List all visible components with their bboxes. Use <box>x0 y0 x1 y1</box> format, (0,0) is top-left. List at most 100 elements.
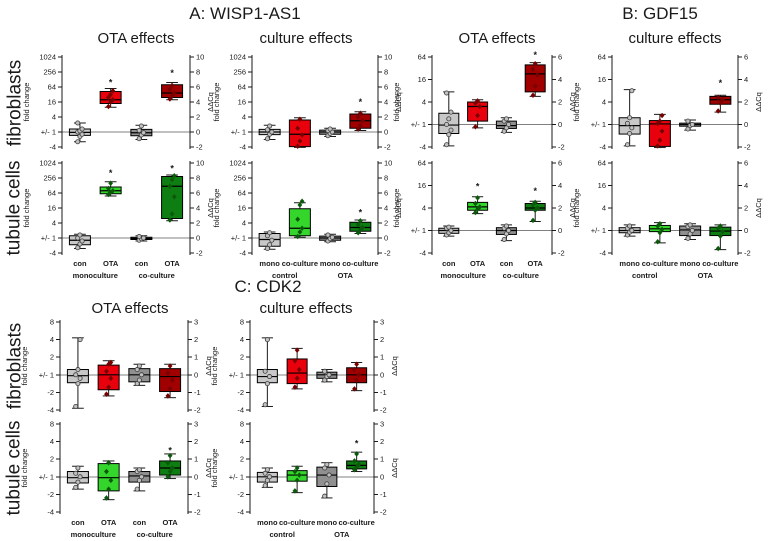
data-point <box>354 451 360 457</box>
x-category-label: OTA <box>164 259 180 268</box>
fold-tick-label: +/- 1 <box>39 370 54 379</box>
data-point <box>136 233 142 239</box>
cq-tick-label: 10 <box>384 53 392 62</box>
data-point <box>501 236 507 242</box>
fold-tick-label: 4 <box>50 335 54 344</box>
data-point <box>136 467 142 473</box>
data-point <box>446 132 452 138</box>
cq-tick-label: 0 <box>384 234 388 243</box>
fold-change-axis-label: fold change <box>572 83 581 122</box>
fold-change-axis-label: fold change <box>210 347 219 386</box>
x-category-label: mono <box>259 259 280 268</box>
cq-tick-label: -2 <box>196 143 203 152</box>
cq-tick-label: -2 <box>194 508 201 517</box>
data-point <box>530 217 536 224</box>
data-point <box>167 363 173 369</box>
data-point <box>324 461 330 467</box>
fold-tick-label: 8 <box>50 318 54 327</box>
box-OTA-monoculture <box>467 98 489 130</box>
data-point <box>503 223 509 229</box>
cq-tick-label: 2 <box>380 437 384 446</box>
cq-tick-label: 4 <box>384 98 388 107</box>
data-point <box>687 222 693 228</box>
data-point <box>627 115 633 121</box>
x-category-label: con <box>442 259 456 268</box>
cq-tick-label: 6 <box>744 159 748 168</box>
x-category-label: mono <box>680 259 701 268</box>
data-point <box>167 86 173 93</box>
cq-tick-label: 4 <box>196 204 200 213</box>
data-point <box>659 128 665 135</box>
data-point <box>79 238 85 244</box>
data-point <box>264 245 270 251</box>
box-co-culture-control <box>288 198 311 240</box>
data-point <box>264 477 270 483</box>
ddcq-axis-label: ΔΔCq <box>206 198 215 218</box>
data-point <box>136 377 142 383</box>
fold-tick-label: 1024 <box>39 53 56 62</box>
data-point <box>357 217 363 224</box>
data-point <box>503 125 509 131</box>
fold-tick-label: -4 <box>237 508 244 517</box>
data-point <box>139 372 145 378</box>
data-point <box>446 224 452 230</box>
data-point <box>297 202 303 208</box>
data-point <box>75 465 81 471</box>
data-point <box>108 91 114 98</box>
data-point <box>657 229 663 236</box>
fold-tick-label: 8 <box>50 420 54 429</box>
data-point <box>106 486 112 492</box>
data-point <box>506 122 512 128</box>
box-mono-control <box>618 223 641 238</box>
data-point <box>657 137 663 144</box>
data-point <box>322 465 328 471</box>
data-point <box>104 391 109 397</box>
fold-tick-label: +/- 1 <box>41 234 56 243</box>
data-point <box>720 228 725 235</box>
data-point <box>448 227 454 233</box>
data-point <box>165 459 171 466</box>
fold-tick-label: 16 <box>48 204 56 213</box>
data-point <box>73 470 79 476</box>
cq-tick-label: 3 <box>194 420 198 429</box>
box-OTA-monoculture: * <box>99 168 122 198</box>
data-point <box>322 368 328 374</box>
data-point <box>299 225 305 232</box>
x-category-label: co-culture <box>342 259 378 268</box>
data-point <box>299 198 305 205</box>
box-co-culture-control <box>648 112 671 149</box>
x-group-label: monoculture <box>440 271 485 280</box>
fold-change-axis-label: fold change <box>392 189 401 228</box>
cq-tick-label: -2 <box>558 143 565 152</box>
fold-tick-label: -4 <box>237 406 244 415</box>
fold-tick-label: +/- 1 <box>411 120 426 129</box>
data-point <box>477 204 483 210</box>
cq-tick-label: -1 <box>380 490 387 499</box>
x-category-label: co-culture <box>279 518 315 527</box>
data-point <box>108 375 114 382</box>
data-point <box>357 122 363 129</box>
data-point <box>294 347 300 353</box>
panel-c-title: C: CDK2 <box>234 277 302 296</box>
data-point <box>264 337 270 343</box>
panel-a-title: A: WISP1-AS1 <box>189 4 301 23</box>
data-point <box>717 233 723 239</box>
subplot-B-fibroblasts-culture: 64 6 16 4 4 2 +/- 1 0 -4 -2 fold change ΔΔCq * <box>572 53 763 152</box>
fold-tick-label: -4 <box>599 249 606 258</box>
cq-tick-label: 2 <box>744 98 748 107</box>
data-point <box>264 136 270 142</box>
fold-tick-label: +/- 1 <box>411 226 426 235</box>
ddcq-axis-label: ΔΔCq <box>568 198 577 218</box>
ddcq-axis-label: ΔΔCq <box>754 92 763 112</box>
cq-tick-label: 1 <box>194 353 198 362</box>
box-co-culture-OTA: * <box>709 78 732 114</box>
fold-tick-label: 2 <box>240 353 244 362</box>
data-point <box>297 116 303 123</box>
subplot-A-tubule-ota: 1024 10 256 8 64 6 16 4 4 2 +/- 1 0 -4 -2 fold change Δ… <box>22 159 215 281</box>
fold-tick-label: +/- 1 <box>591 226 606 235</box>
ddcq-axis-label: ΔΔCq <box>204 356 213 376</box>
fold-tick-label: +/- 1 <box>229 472 244 481</box>
